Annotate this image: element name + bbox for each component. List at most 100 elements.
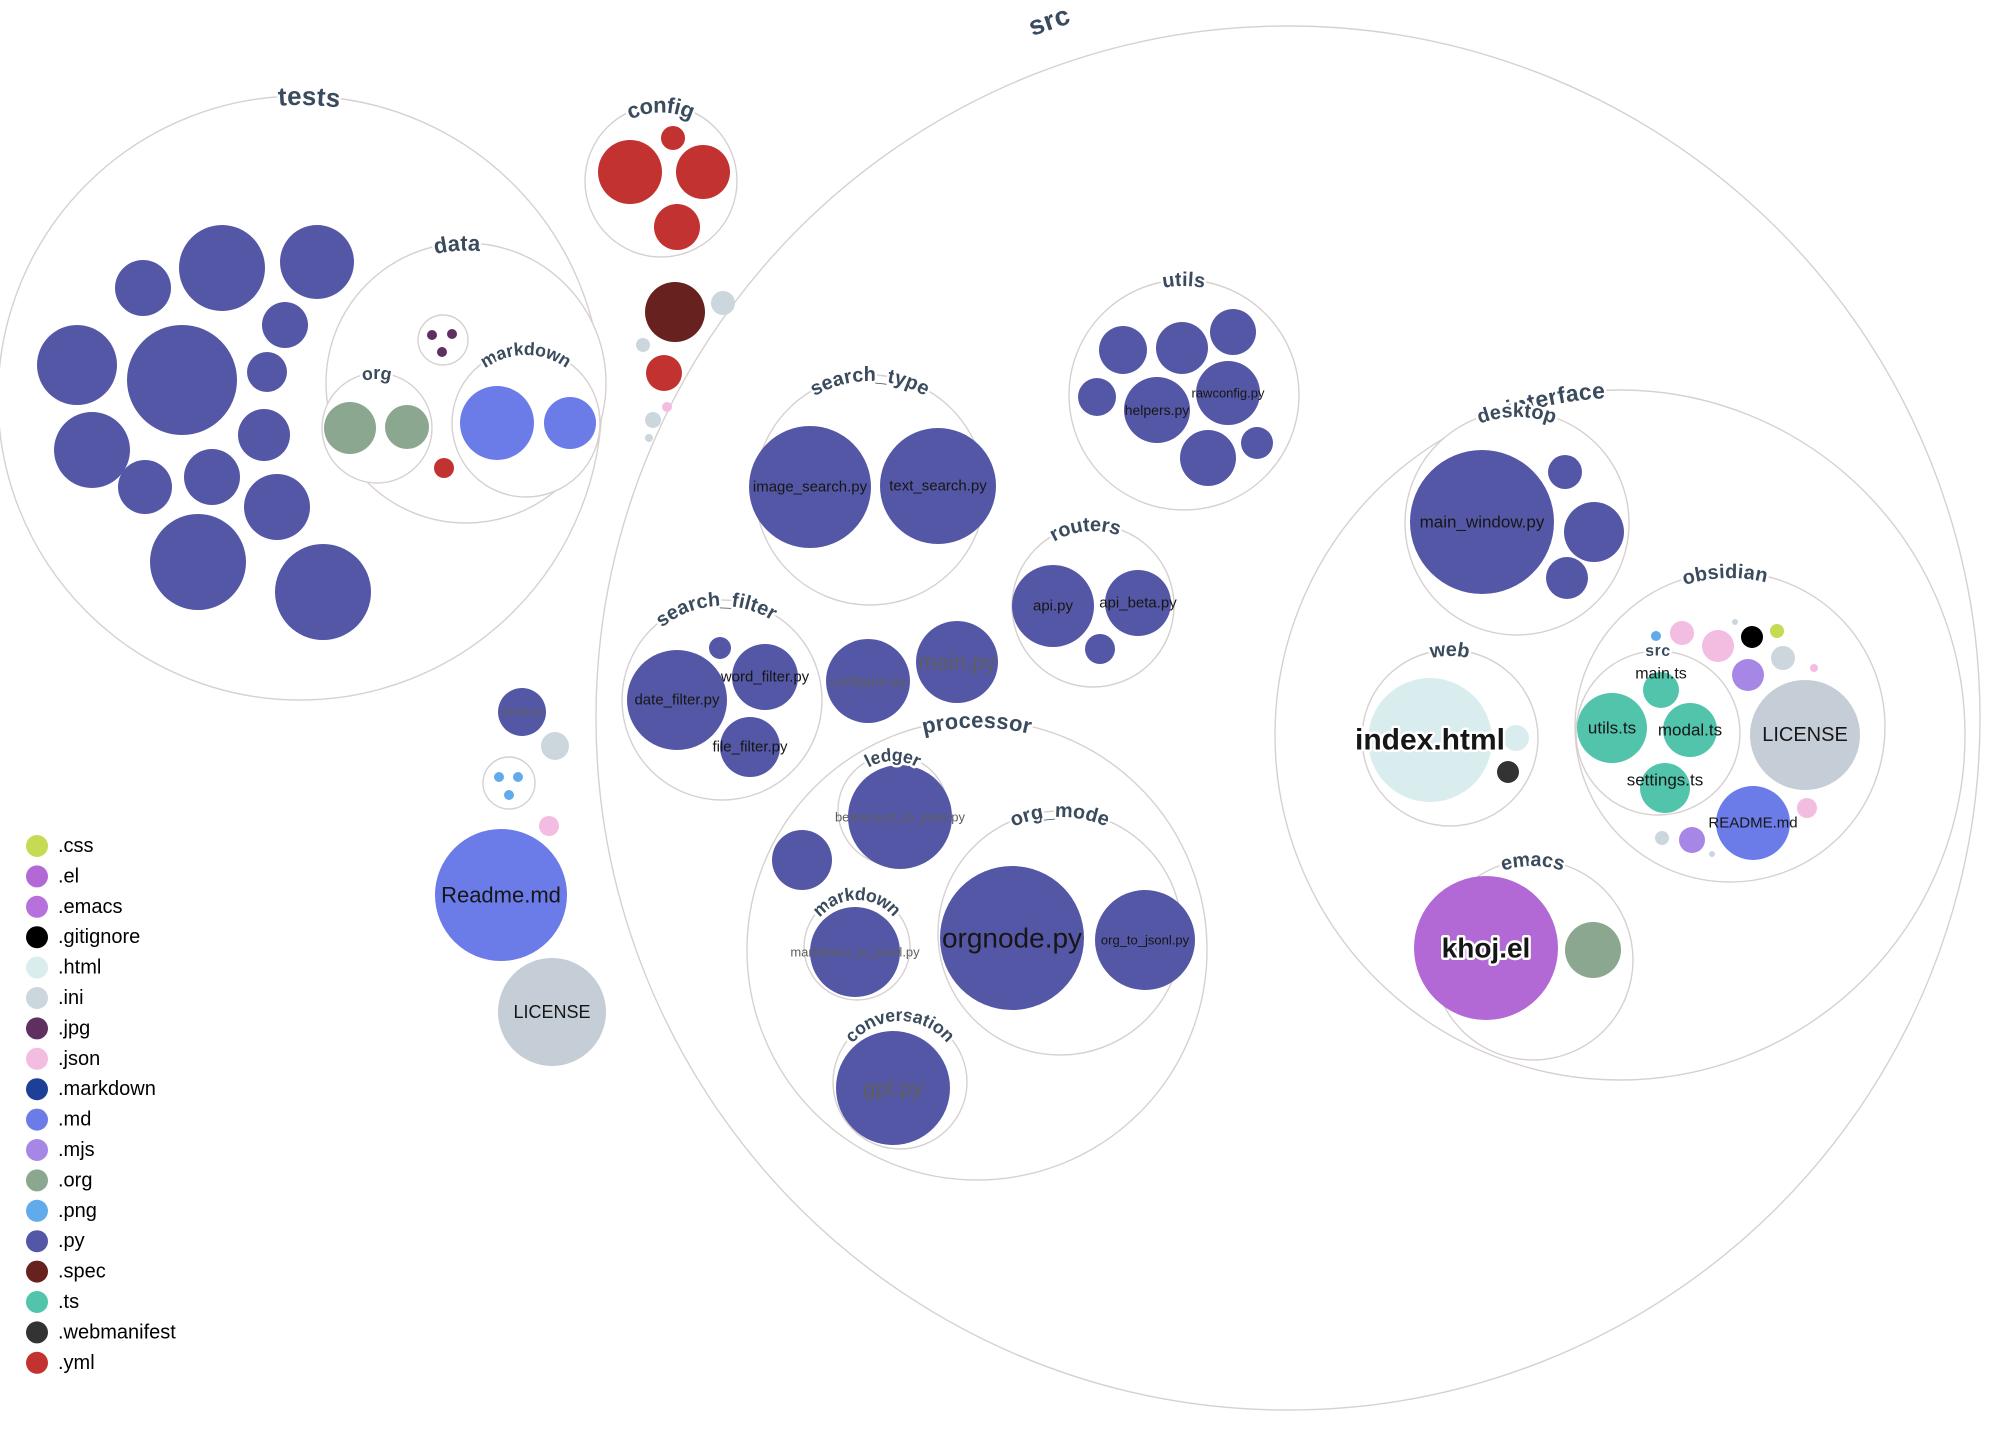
- file-circle-README.md[interactable]: [1716, 786, 1790, 860]
- folder-circle-obsidian-src[interactable]: [1575, 650, 1741, 816]
- file-circle-ini-27[interactable]: [711, 291, 735, 315]
- file-circle-markdown_to_jsonl.py[interactable]: [810, 907, 900, 997]
- file-circle-ini-31[interactable]: [645, 412, 661, 428]
- file-circle-py-55[interactable]: [1180, 430, 1236, 486]
- file-circle-py-8[interactable]: [54, 412, 130, 488]
- file-circle-ini-78[interactable]: [1732, 619, 1738, 625]
- file-circle-ini-37[interactable]: [541, 732, 569, 760]
- file-circle-text_search.py[interactable]: [880, 428, 996, 544]
- file-circle-py-7[interactable]: [238, 409, 290, 461]
- file-circle-py-11[interactable]: [244, 474, 310, 540]
- file-circle-py-59[interactable]: [1085, 634, 1115, 664]
- file-circle-py-51[interactable]: [1210, 309, 1256, 355]
- file-circle-org-14[interactable]: [324, 402, 376, 454]
- file-circle-md-16[interactable]: [460, 386, 534, 460]
- file-circle-py-52[interactable]: [1078, 378, 1116, 416]
- file-circle-org-74[interactable]: [1565, 922, 1621, 978]
- file-circle-mjs-88[interactable]: [1679, 827, 1705, 853]
- file-circle-rawconfig.py[interactable]: [1196, 361, 1260, 425]
- file-circle-main_window.py[interactable]: [1410, 450, 1554, 594]
- file-circle-word_filter.py[interactable]: [732, 644, 798, 710]
- folder-circle-data-org[interactable]: [321, 372, 433, 484]
- file-circle-index.html[interactable]: [1368, 678, 1492, 802]
- file-circle-py-46[interactable]: [709, 637, 731, 659]
- file-circle-yml-24[interactable]: [676, 145, 730, 199]
- file-circle-png-34[interactable]: [494, 772, 504, 782]
- file-circle-utils.ts[interactable]: [1577, 693, 1647, 763]
- file-circle-ini-87[interactable]: [1655, 831, 1669, 845]
- legend-item-ini: .ini: [26, 987, 84, 1009]
- file-circle-ini-28[interactable]: [636, 338, 650, 352]
- file-circle-py-3[interactable]: [262, 302, 308, 348]
- file-circle-khoj.el[interactable]: [1414, 876, 1558, 1020]
- file-circle-yml-23[interactable]: [661, 126, 685, 150]
- file-circle-py-60[interactable]: [772, 830, 832, 890]
- file-circle-py-4[interactable]: [37, 325, 117, 405]
- file-circle-json-77[interactable]: [1702, 630, 1734, 662]
- file-circle-py-68[interactable]: [1564, 502, 1624, 562]
- file-circle-date_filter.py[interactable]: [627, 650, 727, 750]
- file-circle-api.py[interactable]: [1012, 565, 1094, 647]
- folder-circle-png-folder[interactable]: [482, 756, 536, 810]
- file-circle-yml-29[interactable]: [646, 355, 682, 391]
- file-circle-py-67[interactable]: [1548, 455, 1582, 489]
- file-circle-py-6[interactable]: [247, 352, 287, 392]
- file-circle-py-9[interactable]: [118, 460, 172, 514]
- file-circle-py-56[interactable]: [1241, 427, 1273, 459]
- file-circle-org_to_jsonl.py[interactable]: [1095, 890, 1195, 990]
- file-circle-org-15[interactable]: [385, 405, 429, 449]
- folder-circle-data-jpg-folder[interactable]: [417, 314, 469, 366]
- file-circle-json-30[interactable]: [662, 402, 672, 412]
- file-circle-yml-22[interactable]: [598, 140, 662, 204]
- file-circle-LICENSE[interactable]: [498, 958, 606, 1066]
- file-circle-spec-26[interactable]: [645, 282, 705, 342]
- file-circle-py-12[interactable]: [150, 514, 246, 610]
- file-circle-json-76[interactable]: [1670, 621, 1694, 645]
- file-circle-py-0[interactable]: [115, 260, 171, 316]
- file-circle-ini-89[interactable]: [1709, 851, 1715, 857]
- file-circle-beancount_to_jsonl.py[interactable]: [848, 765, 952, 869]
- file-circle-py-50[interactable]: [1156, 322, 1208, 374]
- file-circle-configure.py[interactable]: [826, 639, 910, 723]
- file-circle-api_beta.py[interactable]: [1105, 570, 1171, 636]
- file-circle-css-80[interactable]: [1770, 624, 1784, 638]
- file-circle-webmanifest-72[interactable]: [1497, 761, 1519, 783]
- file-circle-LICENSE[interactable]: [1750, 680, 1860, 790]
- file-circle-json-86[interactable]: [1797, 798, 1817, 818]
- file-circle-gitignore-79[interactable]: [1741, 626, 1763, 648]
- file-circle-mjs-83[interactable]: [1732, 659, 1764, 691]
- file-circle-yml-25[interactable]: [654, 204, 700, 250]
- file-circle-html-71[interactable]: [1503, 725, 1529, 751]
- file-circle-json-82[interactable]: [1810, 664, 1818, 672]
- file-circle-py-49[interactable]: [1099, 326, 1147, 374]
- file-circle-jpg-19[interactable]: [447, 329, 457, 339]
- file-circle-settings.ts[interactable]: [1640, 763, 1690, 813]
- file-circle-json-38[interactable]: [539, 816, 559, 836]
- file-circle-modal.ts[interactable]: [1663, 703, 1717, 757]
- file-circle-helpers.py[interactable]: [1124, 377, 1190, 443]
- file-circle-image_search.py[interactable]: [749, 426, 871, 548]
- file-circle-ini-32[interactable]: [645, 434, 653, 442]
- file-circle-main.ts[interactable]: [1643, 672, 1679, 708]
- file-circle-orgnode.py[interactable]: [940, 866, 1084, 1010]
- file-circle-ini-81[interactable]: [1771, 646, 1795, 670]
- file-circle-png-75[interactable]: [1651, 631, 1661, 641]
- file-circle-jpg-20[interactable]: [437, 347, 447, 357]
- file-circle-py-69[interactable]: [1546, 557, 1588, 599]
- file-circle-png-35[interactable]: [513, 772, 523, 782]
- file-circle-Readme.md[interactable]: [435, 829, 567, 961]
- file-circle-jpg-18[interactable]: [427, 330, 437, 340]
- file-circle-main.py[interactable]: [916, 621, 998, 703]
- file-circle-py-10[interactable]: [184, 449, 240, 505]
- file-circle-gpt.py[interactable]: [836, 1031, 950, 1145]
- legend-label-css: .css: [58, 835, 94, 857]
- file-circle-py-2[interactable]: [280, 225, 354, 299]
- file-circle-yml-21[interactable]: [434, 458, 454, 478]
- file-circle-py-13[interactable]: [275, 544, 371, 640]
- file-circle-py-1[interactable]: [179, 225, 265, 311]
- file-circle-md-17[interactable]: [544, 397, 596, 449]
- file-circle-setup.py[interactable]: [498, 688, 546, 736]
- file-circle-py-5[interactable]: [127, 325, 237, 435]
- file-circle-png-36[interactable]: [504, 790, 514, 800]
- file-circle-file_filter.py[interactable]: [720, 717, 780, 777]
